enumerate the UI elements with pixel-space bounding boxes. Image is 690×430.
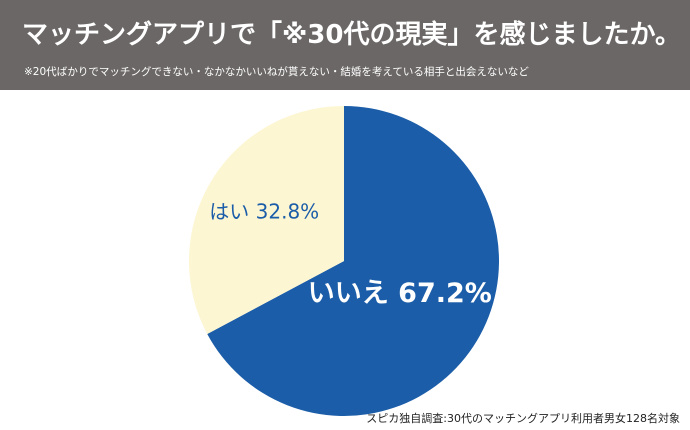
page-title: マッチングアプリで「※30代の現実」を感じましたか。 (22, 20, 681, 50)
pie-label-1: はい 32.8% (209, 200, 319, 224)
pie-chart: いいえ 67.2% はい 32.8% (189, 106, 500, 416)
page-subtitle: ※20代ばかりでマッチングできない・なかなかいいねが貰えない・結婚を考えている相… (24, 66, 529, 78)
pie-slice-1 (189, 106, 344, 334)
pie-label-0: いいえ 67.2% (308, 278, 492, 309)
source-note: スピカ独自調査:30代のマッチングアプリ利用者男女128名対象 (366, 412, 680, 425)
header-banner: マッチングアプリで「※30代の現実」を感じましたか。 ※20代ばかりでマッチング… (0, 0, 690, 90)
chart-area: いいえ 67.2% はい 32.8% (0, 90, 690, 430)
pie-slice-0 (207, 106, 500, 416)
